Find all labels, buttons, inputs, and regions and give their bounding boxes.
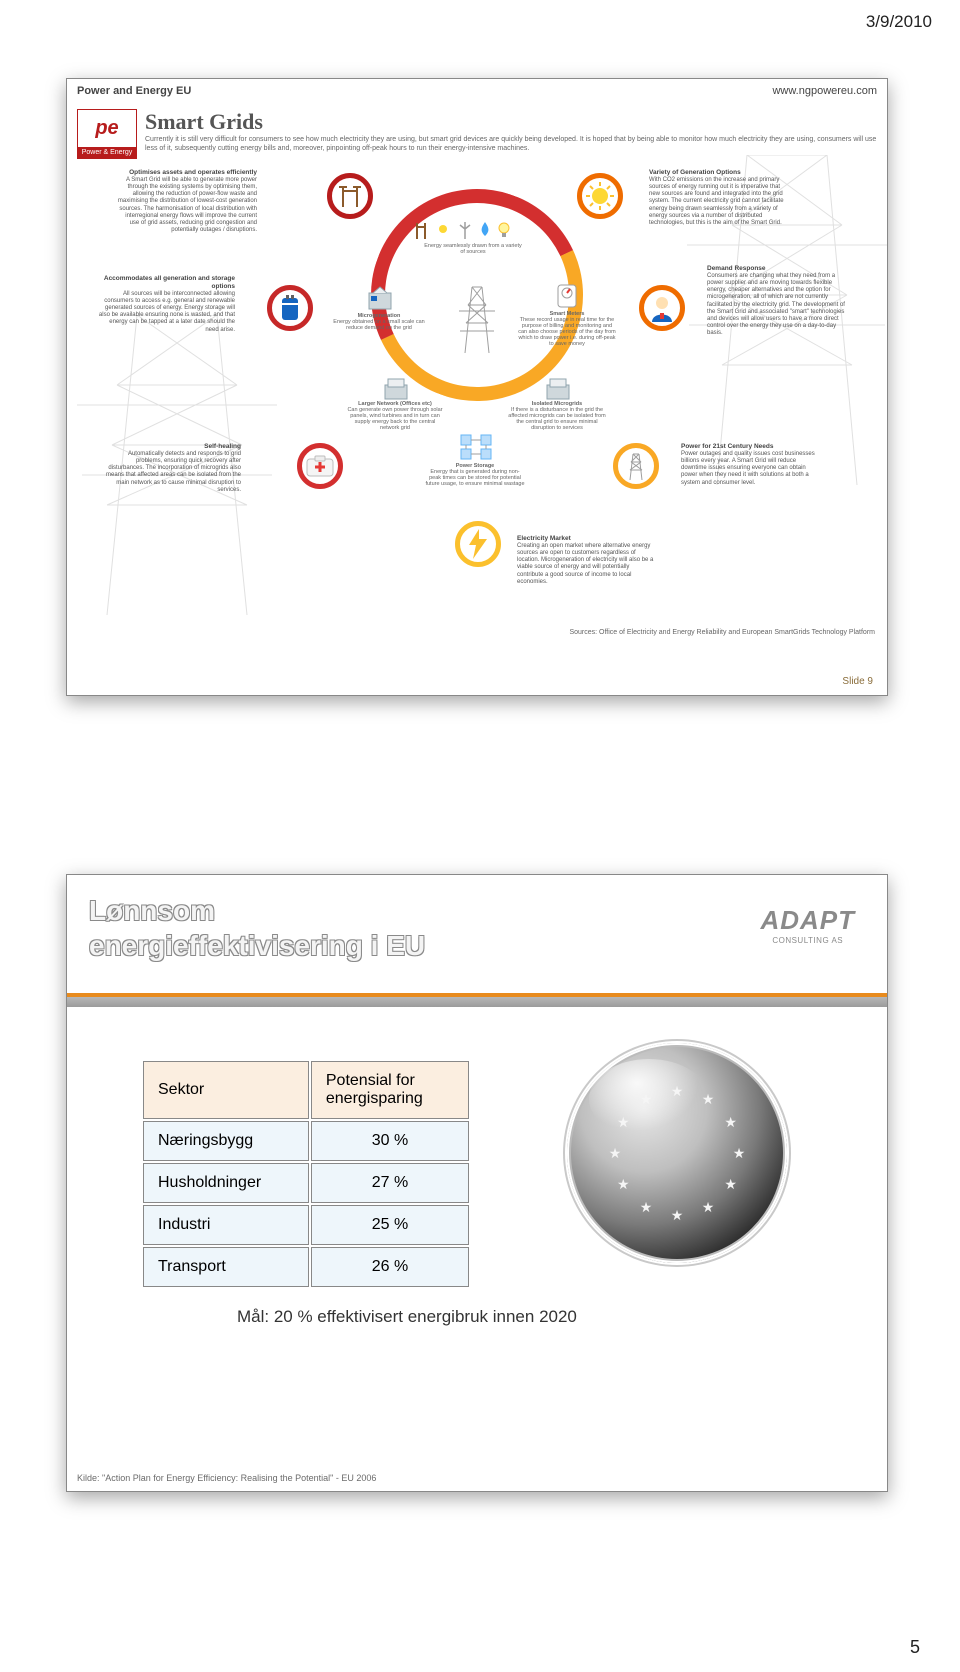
eu-star-icon: ★ (701, 1092, 715, 1106)
eu-star-icon: ★ (639, 1092, 653, 1106)
mini-sources-row (413, 221, 511, 239)
slide1-sources: Sources: Office of Electricity and Energ… (67, 625, 887, 640)
node-storage-label: Accommodates all generation and storage … (95, 275, 235, 334)
eu-star-icon: ★ (670, 1084, 684, 1098)
slide2-stripe (67, 993, 887, 1007)
mini-center-pylon (457, 285, 497, 360)
cell-value: 30 % (311, 1121, 469, 1161)
node-selfheal-icon (297, 443, 343, 489)
mini-sun-icon (435, 221, 451, 239)
node-optimises-icon (327, 173, 373, 219)
node-demand-icon (639, 285, 685, 331)
mini-bulb-icon (497, 221, 511, 239)
adapt-logo-caption: CONSULTING AS (760, 936, 855, 945)
slide2-titlebar: Lønnsomenergieffektivisering i EU ADAPT … (67, 875, 887, 1007)
slide1-description: Currently it is still very difficult for… (145, 135, 877, 153)
table-header-row: Sektor Potensial for energisparing (143, 1061, 469, 1119)
node-market-icon (455, 521, 501, 567)
eu-star-icon: ★ (724, 1177, 738, 1191)
slide-energy-eu: Lønnsomenergieffektivisering i EU ADAPT … (66, 874, 888, 1492)
node-storage-icon (267, 285, 313, 331)
eu-star-icon: ★ (616, 1177, 630, 1191)
smart-grid-diagram: Optimises assets and operates efficientl… (67, 165, 887, 625)
mini-microgen-icon (367, 285, 393, 316)
date-header: 3/9/2010 (866, 12, 932, 32)
mini-network-label: Larger Network (Offices etc)Can generate… (345, 401, 445, 431)
mini-wind-icon (457, 221, 473, 239)
pe-logo-monogram: pe (78, 110, 136, 147)
col-potential: Potensial for energisparing (311, 1061, 469, 1119)
mini-powerstorage-icon (459, 433, 493, 466)
cell-value: 25 % (311, 1205, 469, 1245)
eu-star-icon: ★ (701, 1200, 715, 1214)
eu-stars: ★ ★ ★ ★ ★ ★ ★ ★ ★ ★ ★ ★ (567, 1043, 787, 1263)
mini-sources-caption: Energy seamlessly drawn from a variety o… (423, 243, 523, 255)
mini-drop-icon (479, 221, 491, 239)
node-power21-label: Power for 21st Century Needs Power outag… (681, 443, 821, 487)
adapt-logo: ADAPT CONSULTING AS (760, 905, 855, 945)
col-sector: Sektor (143, 1061, 309, 1119)
slide1-number: Slide 9 (842, 676, 873, 687)
eu-star-icon: ★ (732, 1146, 746, 1160)
sector-table: Sektor Potensial for energisparing Nærin… (141, 1059, 471, 1289)
node-optimises-label: Optimises assets and operates efficientl… (117, 169, 257, 234)
goal-text: Mål: 20 % effektivisert energibruk innen… (237, 1307, 577, 1327)
slide1-title: Smart Grids (145, 109, 877, 135)
mini-powerstorage-label: Power StorageEnergy that is generated du… (425, 463, 525, 487)
cell-value: 27 % (311, 1163, 469, 1203)
cell-label: Industri (143, 1205, 309, 1245)
cell-label: Transport (143, 1247, 309, 1287)
table-row: Næringsbygg 30 % (143, 1121, 469, 1161)
slide2-title: Lønnsomenergieffektivisering i EU (89, 893, 425, 963)
slide-smart-grids: Power and Energy EU www.ngpowereu.com pe… (66, 78, 888, 696)
mini-poles-icon (413, 221, 429, 239)
eu-star-icon: ★ (608, 1146, 622, 1160)
node-selfheal-label: Self-healing Automatically detects and r… (101, 443, 241, 494)
node-generation-label: Variety of Generation Options With CO2 e… (649, 169, 789, 227)
slide1-title-block: Smart Grids Currently it is still very d… (145, 109, 877, 153)
mini-meter-label: Smart MetersThese record usage in real t… (517, 311, 617, 347)
eu-star-icon: ★ (639, 1200, 653, 1214)
slide1-header: Power and Energy EU www.ngpowereu.com (67, 79, 887, 105)
node-generation-icon (577, 173, 623, 219)
cell-label: Næringsbygg (143, 1121, 309, 1161)
adapt-logo-text: ADAPT (760, 905, 855, 936)
pe-logo-caption: Power & Energy (78, 147, 136, 158)
eu-star-icon: ★ (616, 1115, 630, 1129)
cell-value: 26 % (311, 1247, 469, 1287)
eu-orb: ★ ★ ★ ★ ★ ★ ★ ★ ★ ★ ★ ★ (567, 1043, 787, 1263)
mini-microgen-label: MicrogenerationEnergy obtained on a smal… (329, 313, 429, 331)
table-body: Næringsbygg 30 % Husholdninger 27 % Indu… (143, 1121, 469, 1287)
table-row: Industri 25 % (143, 1205, 469, 1245)
table-row: Husholdninger 27 % (143, 1163, 469, 1203)
slide1-header-right: www.ngpowereu.com (477, 79, 887, 105)
node-power21-icon (613, 443, 659, 489)
cell-label: Husholdninger (143, 1163, 309, 1203)
table-row: Transport 26 % (143, 1247, 469, 1287)
slide1-header-left: Power and Energy EU (67, 79, 477, 105)
node-demand-label: Demand Response Consumers are changing w… (707, 265, 847, 337)
mini-isolated-label: Isolated MicrogridsIf there is a disturb… (507, 401, 607, 431)
slide2-source: Kilde: "Action Plan for Energy Efficienc… (77, 1473, 376, 1483)
eu-orb-sphere: ★ ★ ★ ★ ★ ★ ★ ★ ★ ★ ★ ★ (567, 1043, 787, 1263)
eu-star-icon: ★ (724, 1115, 738, 1129)
slide2-body: Sektor Potensial for energisparing Nærin… (67, 1007, 887, 1437)
page-number: 5 (910, 1637, 920, 1658)
pe-logo: pe Power & Energy (77, 109, 137, 159)
mini-meter-icon (555, 283, 579, 314)
node-market-label: Electricity Market Creating an open mark… (517, 535, 657, 586)
eu-star-icon: ★ (670, 1208, 684, 1222)
